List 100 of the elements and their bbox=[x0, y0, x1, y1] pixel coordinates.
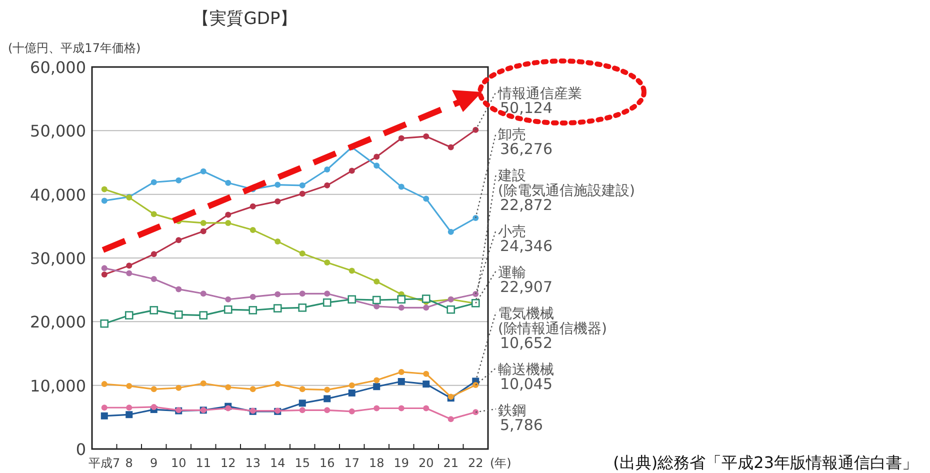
point bbox=[348, 382, 355, 388]
point bbox=[100, 412, 108, 420]
point bbox=[373, 383, 380, 390]
point bbox=[374, 405, 380, 412]
text: (出典)総務省「平成23年版情報通信白書」 bbox=[613, 453, 918, 472]
y-tick-label: 10,000 bbox=[30, 376, 86, 396]
x-tick-label: 20 bbox=[418, 456, 434, 470]
point bbox=[200, 220, 206, 226]
data-label: 10,045 bbox=[500, 375, 552, 393]
point bbox=[299, 386, 306, 392]
x-tick-label: 19 bbox=[394, 456, 410, 470]
point bbox=[273, 304, 282, 312]
point bbox=[248, 306, 258, 314]
data-label: 50,124 bbox=[500, 99, 552, 117]
point bbox=[398, 184, 404, 190]
xlabel: (年) bbox=[490, 456, 512, 470]
point bbox=[274, 381, 281, 388]
point bbox=[324, 407, 330, 414]
point bbox=[298, 304, 307, 312]
point bbox=[423, 196, 430, 202]
point bbox=[299, 250, 306, 257]
point bbox=[126, 404, 132, 411]
point bbox=[472, 215, 479, 222]
point bbox=[150, 211, 157, 218]
point bbox=[274, 238, 281, 244]
point bbox=[176, 177, 182, 184]
point bbox=[250, 226, 256, 233]
point bbox=[224, 305, 232, 314]
data-label: 5,786 bbox=[500, 416, 543, 434]
x-tick-label: 14 bbox=[270, 456, 286, 470]
point bbox=[101, 265, 108, 272]
point bbox=[374, 154, 380, 160]
point bbox=[299, 182, 306, 188]
point bbox=[225, 296, 232, 302]
point bbox=[150, 251, 157, 258]
point bbox=[176, 384, 182, 391]
point bbox=[200, 168, 206, 174]
point bbox=[423, 370, 430, 377]
point bbox=[324, 386, 330, 393]
point bbox=[324, 259, 330, 266]
point bbox=[225, 220, 232, 226]
point bbox=[174, 310, 183, 319]
point bbox=[423, 405, 430, 412]
point bbox=[101, 198, 108, 204]
point bbox=[398, 135, 404, 142]
point bbox=[322, 298, 332, 307]
point bbox=[398, 368, 404, 375]
point bbox=[101, 186, 108, 192]
point bbox=[101, 272, 108, 278]
point bbox=[324, 166, 330, 173]
point bbox=[124, 311, 134, 320]
x-tick-label: 18 bbox=[368, 456, 384, 470]
data-label: 22,907 bbox=[500, 278, 552, 296]
x-tick-label: 16 bbox=[319, 456, 335, 470]
point bbox=[299, 290, 306, 297]
point bbox=[100, 319, 109, 328]
point bbox=[150, 386, 157, 392]
series-label: 運輸 bbox=[498, 265, 526, 281]
x-tick-label: 8 bbox=[125, 456, 133, 470]
x-tick-label: 17 bbox=[344, 456, 360, 470]
ylabel: (十億円、平成17年価格) bbox=[8, 41, 141, 55]
point bbox=[472, 126, 479, 133]
point bbox=[250, 294, 256, 300]
point bbox=[423, 133, 430, 140]
point bbox=[298, 400, 306, 407]
point bbox=[348, 268, 355, 274]
x-tick-label: 22 bbox=[468, 456, 484, 470]
point bbox=[126, 411, 133, 418]
point bbox=[250, 386, 256, 392]
x-tick-label: 21 bbox=[443, 456, 459, 470]
x-tick-label: 9 bbox=[150, 456, 158, 470]
point bbox=[126, 270, 132, 276]
point bbox=[448, 228, 454, 235]
point bbox=[398, 304, 404, 311]
point bbox=[150, 306, 158, 314]
y-tick-label: 50,000 bbox=[30, 122, 86, 141]
x-tick-label: 15 bbox=[294, 456, 310, 470]
data-label: 10,652 bbox=[500, 334, 552, 352]
point bbox=[200, 290, 206, 297]
point bbox=[176, 237, 182, 244]
data-label: 36,276 bbox=[500, 140, 552, 158]
point bbox=[200, 380, 206, 386]
point bbox=[225, 212, 232, 218]
title: 【実質GDP】 bbox=[192, 9, 298, 29]
x-tick-label: 10 bbox=[170, 456, 186, 470]
point bbox=[274, 291, 281, 298]
x-tick-label: 11 bbox=[196, 456, 212, 470]
point bbox=[101, 381, 108, 388]
point bbox=[225, 405, 232, 412]
point bbox=[225, 384, 232, 390]
x-tick-label: 平成7 bbox=[88, 456, 120, 470]
point bbox=[374, 162, 380, 169]
x-tick-label: 12 bbox=[220, 456, 236, 470]
point bbox=[423, 304, 430, 311]
point bbox=[225, 180, 232, 186]
point bbox=[472, 290, 479, 297]
y-tick-label: 60,000 bbox=[30, 58, 86, 77]
point bbox=[274, 198, 281, 204]
point bbox=[397, 295, 406, 304]
point bbox=[372, 296, 381, 304]
